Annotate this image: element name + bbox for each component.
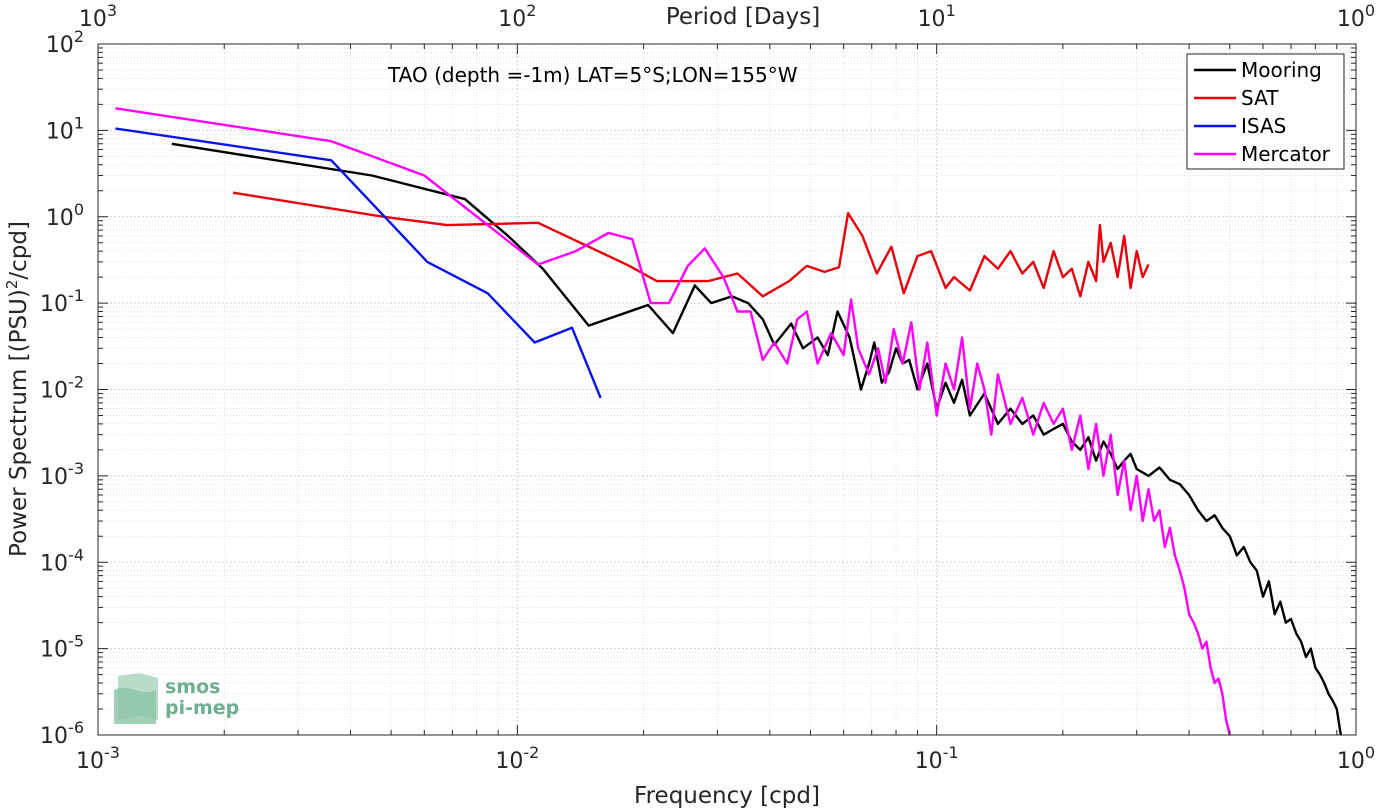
tick-exponent: 2 [74, 27, 84, 46]
tick-exponent: 0 [1365, 743, 1375, 762]
y-tick-label: 10-5 [40, 632, 84, 663]
tick-exponent: -3 [68, 459, 84, 478]
major-grid [97, 43, 1357, 736]
tick-base: 10 [76, 749, 104, 774]
tick-base: 10 [495, 749, 523, 774]
x-tick-label: 10-3 [76, 743, 120, 774]
x-axis-label: Frequency [cpd] [634, 783, 820, 809]
series-line-sat [232, 191, 1150, 298]
legend-box [1186, 53, 1345, 170]
chart-annotation: TAO (depth =-1m) LAT=5°S;LON=155°W [387, 63, 798, 87]
tick-base: 10 [46, 119, 74, 144]
tick-base: 10 [46, 33, 74, 58]
top-tick-labels: 103 102 101 100 [79, 1, 1375, 32]
series-line-mooring [171, 142, 1342, 736]
x-tick-labels: 10-3 10-2 10-1 100 [76, 743, 1375, 774]
top-tick-label: 101 [918, 1, 956, 32]
tick-base: 10 [918, 7, 946, 32]
tick-base: 10 [40, 292, 68, 317]
tick-exponent: 0 [1365, 1, 1375, 20]
y-axis-label-main: Power Spectrum [(PSU) [6, 289, 32, 557]
y-axis-label: Power Spectrum [(PSU)2/cpd] [3, 221, 32, 557]
x-tick-label: 10-2 [495, 743, 539, 774]
tick-base: 10 [498, 7, 526, 32]
tick-exponent: -3 [104, 743, 120, 762]
x-tick-label: 10-1 [915, 743, 959, 774]
tick-base: 10 [1337, 749, 1365, 774]
top-axis-label: Period [Days] [666, 4, 820, 30]
top-tick-label: 102 [498, 1, 536, 32]
legend: Mooring SAT ISAS Mercator [1186, 53, 1345, 170]
tick-exponent: -6 [68, 718, 84, 737]
legend-label-sat: SAT [1241, 86, 1279, 110]
tick-base: 10 [40, 638, 68, 663]
x-tick-label: 100 [1337, 743, 1375, 774]
y-tick-label: 10-2 [40, 373, 84, 404]
tick-exponent: -4 [68, 545, 84, 564]
tick-exponent: 1 [74, 113, 84, 132]
tick-exponent: -5 [68, 632, 84, 651]
y-tick-label: 102 [46, 27, 84, 58]
tick-base: 10 [915, 749, 943, 774]
tick-exponent: -2 [523, 743, 539, 762]
y-tick-label: 10-3 [40, 459, 84, 490]
y-axis-label-tail: /cpd] [6, 221, 32, 280]
y-axis-label-sup: 2 [3, 280, 21, 290]
tick-exponent: 3 [107, 1, 117, 20]
series-layer [115, 107, 1342, 736]
logo-emblem-wave-icon [114, 687, 156, 724]
tick-base: 10 [40, 379, 68, 404]
legend-label-mercator: Mercator [1241, 142, 1331, 166]
y-tick-label: 10-4 [40, 545, 84, 576]
tick-exponent: -1 [68, 286, 84, 305]
logo-text-smos: smos [165, 676, 220, 698]
tick-exponent: 1 [946, 1, 956, 20]
tick-base: 10 [46, 206, 74, 231]
tick-base: 10 [79, 7, 107, 32]
y-tick-label: 100 [46, 200, 84, 231]
tick-base: 10 [40, 724, 68, 749]
tick-base: 10 [1337, 7, 1365, 32]
logo-text-pimep: pi-mep [165, 697, 239, 719]
tick-marks [97, 43, 1357, 736]
tick-exponent: 0 [74, 200, 84, 219]
y-tick-label: 10-1 [40, 286, 84, 317]
tick-base: 10 [40, 465, 68, 490]
legend-label-mooring: Mooring [1241, 58, 1322, 82]
tick-exponent: 2 [526, 1, 536, 20]
tick-base: 10 [40, 551, 68, 576]
y-tick-label: 10-6 [40, 718, 84, 749]
series-line-mercator [115, 107, 1231, 736]
y-tick-label: 101 [46, 113, 84, 144]
series-line-isas [115, 127, 602, 399]
legend-label-isas: ISAS [1241, 114, 1286, 138]
top-tick-label: 100 [1337, 1, 1375, 32]
tick-exponent: -2 [68, 373, 84, 392]
top-tick-label: 103 [79, 1, 117, 32]
tick-exponent: -1 [943, 743, 959, 762]
smos-pimep-logo: smos pi-mep [114, 673, 239, 724]
